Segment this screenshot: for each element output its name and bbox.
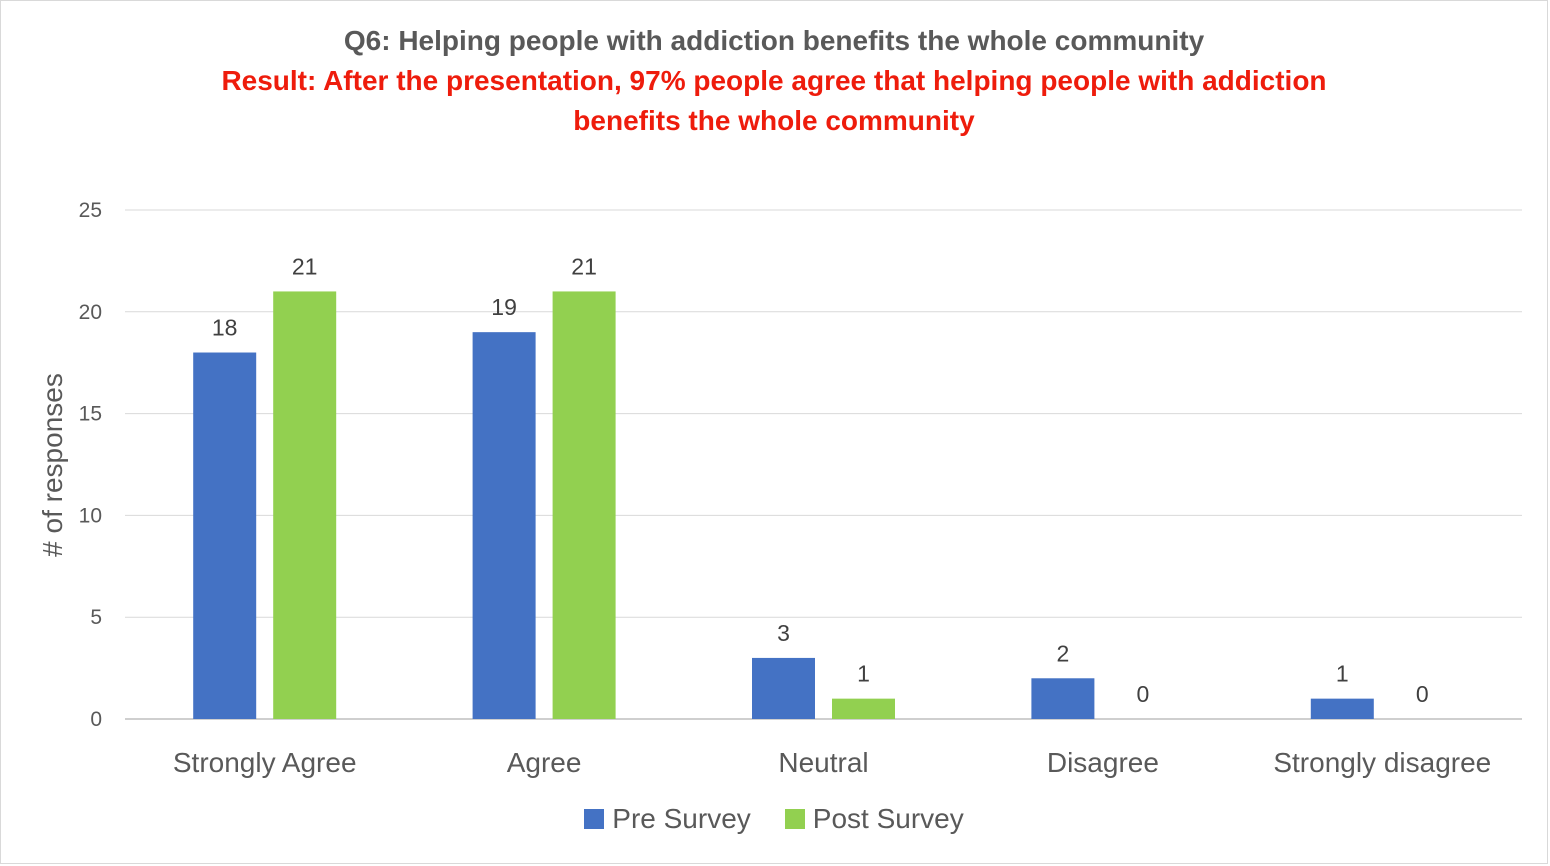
legend-swatch-post-survey — [784, 809, 805, 829]
bar-post-survey — [832, 698, 895, 719]
legend-item-post-survey: Post Survey — [784, 803, 964, 835]
bar-post-survey — [552, 291, 616, 719]
chart-legend: Pre Survey Post Survey — [0, 803, 1548, 835]
y-axis-title: # of responses — [37, 373, 68, 557]
y-tick-label: 25 — [79, 199, 102, 222]
y-tick-label: 15 — [79, 403, 102, 426]
x-tick-label: Strongly Agree — [173, 747, 357, 778]
bar-pre-survey — [752, 657, 815, 719]
data-label: 19 — [491, 294, 517, 320]
data-label: 18 — [212, 315, 238, 341]
bar-pre-survey — [1310, 698, 1374, 719]
chart-subtitle-line-2: benefits the whole community — [573, 105, 975, 136]
data-label: 21 — [292, 253, 318, 279]
legend-label-post-survey: Post Survey — [812, 803, 964, 834]
data-label: 1 — [857, 661, 870, 687]
y-tick-label: 0 — [90, 708, 102, 731]
y-tick-label: 10 — [79, 504, 102, 527]
bar-pre-survey — [472, 332, 536, 719]
y-tick-label: 5 — [90, 606, 102, 629]
data-label: 2 — [1057, 640, 1070, 666]
x-tick-label: Neutral — [778, 747, 868, 778]
chart-title: Q6: Helping people with addiction benefi… — [343, 25, 1205, 56]
y-tick-label: 20 — [79, 301, 102, 324]
data-label: 0 — [1137, 681, 1150, 707]
data-label: 21 — [571, 253, 597, 279]
x-tick-label: Strongly disagree — [1273, 747, 1491, 778]
data-label: 0 — [1416, 681, 1429, 707]
data-label: 1 — [1336, 661, 1349, 687]
bar-pre-survey — [1031, 678, 1095, 719]
bar-pre-survey — [193, 352, 257, 719]
legend-label-pre-survey: Pre Survey — [612, 803, 751, 834]
legend-swatch-pre-survey — [584, 809, 605, 829]
legend-item-pre-survey: Pre Survey — [584, 803, 751, 835]
x-tick-label: Agree — [507, 747, 582, 778]
chart-subtitle-line-1: Result: After the presentation, 97% peop… — [221, 65, 1327, 96]
data-label: 3 — [777, 620, 790, 646]
bar-post-survey — [273, 291, 337, 719]
x-tick-label: Disagree — [1047, 747, 1159, 778]
